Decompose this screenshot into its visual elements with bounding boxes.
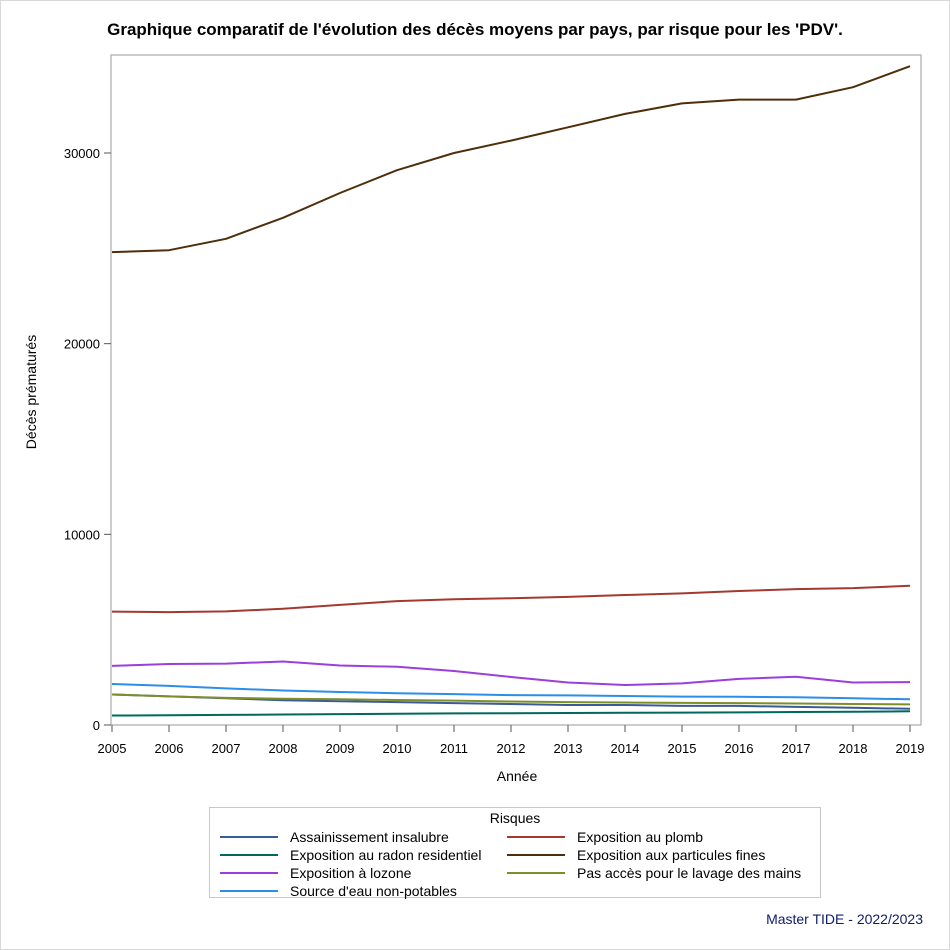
x-tick-label: 2018 (839, 741, 868, 756)
plot-area (110, 54, 922, 726)
legend-item: Source d'eau non-potables (220, 882, 507, 900)
x-tick-label: 2019 (896, 741, 925, 756)
series-lines (111, 65, 911, 717)
x-tick-label: 2007 (212, 741, 241, 756)
legend-label: Exposition à lozone (290, 865, 412, 881)
series-line (111, 65, 911, 254)
x-tick-label: 2011 (440, 741, 468, 756)
legend-swatch (220, 854, 278, 856)
legend-label: Pas accès pour le lavage des mains (577, 865, 802, 881)
legend-label: Assainissement insalubre (290, 829, 449, 845)
x-tick-label: 2015 (668, 741, 697, 756)
y-tick-label: 0 (93, 718, 100, 733)
y-tick-label: 20000 (64, 337, 100, 352)
legend-title: Risques (489, 810, 541, 826)
y-axis: 0 10000 20000 30000 (64, 146, 111, 733)
y-tick-label: 30000 (64, 146, 100, 161)
legend-swatch (507, 872, 565, 874)
x-tick-label: 2016 (725, 741, 754, 756)
legend-item: Exposition à lozone (220, 864, 507, 882)
legend-item: Assainissement insalubre (220, 828, 507, 846)
series-line (111, 584, 911, 614)
legend-swatch (507, 854, 565, 856)
legend-item: Exposition aux particules fines (507, 846, 807, 864)
legend-swatch (220, 872, 278, 874)
legend-item: Exposition au plomb (507, 828, 807, 846)
series-line (111, 660, 911, 686)
y-tick-label: 10000 (64, 527, 100, 542)
legend-item: Pas accès pour le lavage des mains (507, 864, 807, 882)
legend-label: Source d'eau non-potables (290, 883, 457, 899)
x-tick-label: 2017 (782, 741, 811, 756)
legend: Risques Assainissement insalubre Expositi… (209, 807, 821, 900)
x-tick-label: 2006 (155, 741, 184, 756)
chart-title: Graphique comparatif de l'évolution des … (107, 20, 843, 39)
legend-label: Exposition aux particules fines (577, 847, 766, 863)
legend-label: Exposition au radon residentiel (290, 847, 482, 863)
x-tick-label: 2005 (98, 741, 127, 756)
x-tick-label: 2010 (383, 741, 412, 756)
x-tick-label: 2013 (554, 741, 583, 756)
x-tick-label: 2009 (326, 741, 355, 756)
x-axis-label: Année (497, 768, 538, 784)
y-axis-label: Décès prématurés (23, 335, 39, 449)
series-line (111, 693, 911, 706)
x-axis: 2005 2006 2007 2008 2009 2010 2011 2012 2013 2014… (98, 725, 925, 756)
footer-credit: Master TIDE - 2022/2023 (766, 911, 923, 927)
x-tick-label: 2014 (611, 741, 640, 756)
legend-swatch (220, 890, 278, 892)
legend-items: Assainissement insalubre Exposition au pl… (220, 828, 815, 900)
legend-item: Exposition au radon residentiel (220, 846, 507, 864)
legend-swatch (220, 836, 278, 838)
x-tick-label: 2008 (269, 741, 298, 756)
x-tick-label: 2012 (497, 741, 526, 756)
legend-swatch (507, 836, 565, 838)
legend-label: Exposition au plomb (577, 829, 704, 845)
series-line (111, 683, 911, 701)
series-line (111, 710, 911, 717)
